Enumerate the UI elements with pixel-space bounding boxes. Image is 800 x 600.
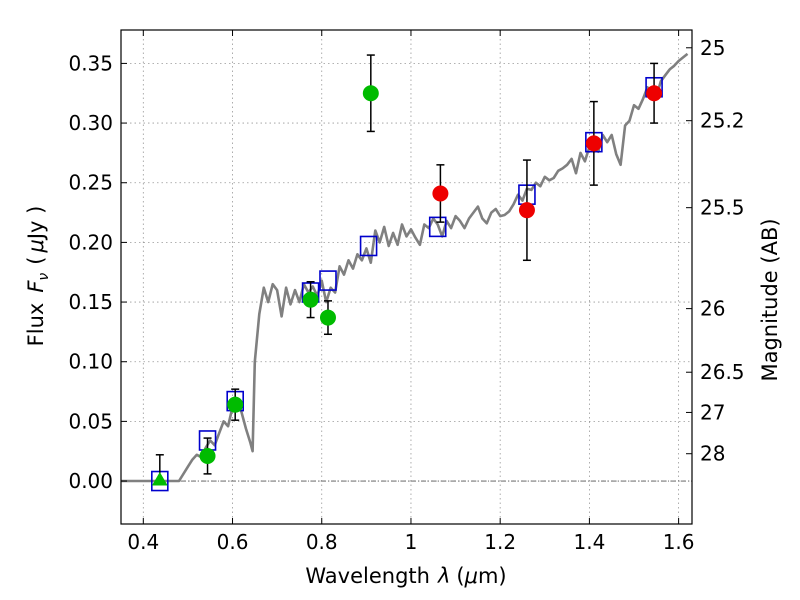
model-photometry-square [359,235,378,257]
x-tick-label: 1 [405,530,418,554]
mag-tick-label: 25 [700,36,725,60]
axis-ticks: 0.4 0.6 0.8 1 1.2 1.4 1.6 0.00 0.05 0.10 0.15 0.20 0… [68,30,745,554]
upper-limit-marker [151,472,168,486]
x-tick-label: 0.4 [127,530,159,554]
x-tick-label: 0.6 [217,530,249,554]
y-axis-label: FluxFν(μJy ) [24,206,52,347]
x-tick-label: 1.4 [573,530,605,554]
model-photometry-square [319,270,337,291]
y-tick-label: 0.05 [68,409,113,433]
y2-axis-label: Magnitude (AB) [758,218,782,381]
x-tick-label: 1.2 [484,530,516,554]
y-tick-label: 0.20 [68,230,113,254]
mag-tick-label: 28 [700,442,725,466]
y-tick-label: 0.25 [68,171,113,195]
data-point [646,85,663,102]
x-tick-label: 1.6 [663,530,695,554]
data-point [362,85,379,102]
mag-tick-label: 25.2 [700,109,745,133]
model-photometry-square [428,216,447,238]
data-point [432,185,449,202]
data-point [585,135,602,152]
grid [121,30,692,524]
data-point [227,396,244,413]
mag-tick-label: 26.5 [700,360,745,384]
data-point [199,447,216,464]
data-point [518,202,535,219]
y-tick-label: 0.35 [68,51,113,75]
x-tick-label: 0.8 [306,530,338,554]
y-tick-label: 0.10 [68,350,113,374]
y-tick-label: 0.00 [68,469,113,493]
mag-tick-label: 26 [700,297,725,321]
data-point [319,309,336,326]
y-tick-label: 0.15 [68,290,113,314]
plot-frame [120,29,693,525]
y-tick-label: 0.30 [68,111,113,135]
mag-tick-label: 25.5 [700,196,745,220]
data-point [302,291,319,308]
x-axis-label: Wavelength λ (μm) [305,564,506,588]
data-marks [151,54,663,492]
mag-tick-label: 27 [700,400,725,424]
